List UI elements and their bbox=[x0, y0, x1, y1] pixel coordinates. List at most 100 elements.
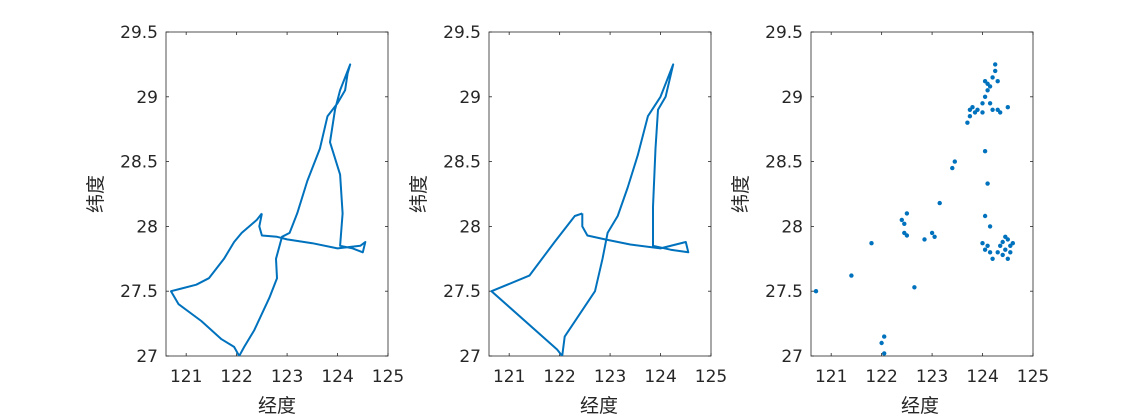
subplot-3-ytick-label: 28 bbox=[781, 217, 803, 237]
subplot-3-scatter-point bbox=[987, 101, 993, 106]
subplot-3-scatter-point bbox=[904, 233, 910, 238]
subplot-2-axes-box bbox=[488, 31, 712, 357]
subplot-3-axes-box bbox=[810, 31, 1034, 357]
subplot-1-ytick-label: 29.5 bbox=[120, 23, 158, 43]
subplot-3-xlabel: 经度 bbox=[901, 395, 939, 417]
subplot-3-scatter-point bbox=[965, 120, 970, 125]
subplot-3-scatter-point bbox=[998, 243, 1003, 248]
subplot-3-xtick-label: 123 bbox=[916, 367, 948, 387]
subplot-3-ytick-label: 27 bbox=[781, 347, 803, 367]
subplot-3-scatter-point bbox=[1003, 234, 1008, 239]
subplot-2-plot-area bbox=[490, 63, 690, 356]
subplot-1-xtick-label: 123 bbox=[271, 367, 303, 387]
subplot-3-ylabel: 纬度 bbox=[730, 175, 752, 213]
subplot-3-ytick-label: 27.5 bbox=[765, 282, 803, 302]
subplot-2-ylabel: 纬度 bbox=[408, 175, 430, 213]
subplot-3-scatter-point bbox=[1005, 105, 1010, 110]
subplot-3-ytick-label: 29.5 bbox=[765, 23, 803, 43]
subplot-3-ytick-label: 29 bbox=[781, 88, 803, 108]
subplot-3-scatter-point bbox=[882, 334, 887, 339]
subplot-1-plot-area bbox=[170, 63, 367, 356]
subplot-1-xtick-label: 125 bbox=[372, 367, 404, 387]
subplot-3-scatter-point bbox=[952, 159, 957, 164]
subplot-3-scatter-point bbox=[970, 105, 975, 110]
subplot-3-ytick-label: 28.5 bbox=[765, 153, 803, 173]
subplot-3-scatter-point bbox=[993, 68, 998, 74]
subplot-3-scatter-point bbox=[987, 250, 993, 255]
subplot-2-xtick-label: 125 bbox=[695, 367, 727, 387]
subplot-3-scatter-point bbox=[950, 165, 955, 171]
subplot-1-xtick-label: 124 bbox=[321, 367, 353, 387]
subplot-2-xtick-label: 121 bbox=[493, 367, 525, 387]
subplot-3-scatter-point bbox=[1003, 247, 1008, 252]
subplot-1-xtick-label: 122 bbox=[220, 367, 252, 387]
subplot-2-series-line bbox=[490, 63, 690, 356]
subplot-3-scatter-point bbox=[985, 88, 990, 93]
subplot-2-xlabel: 经度 bbox=[580, 395, 618, 417]
subplot-3-scatter-point bbox=[995, 250, 1000, 255]
subplot-3-scatter-point bbox=[982, 79, 988, 84]
subplot-3-scatter-point bbox=[932, 234, 937, 239]
subplot-1-xlabel: 经度 bbox=[258, 395, 296, 417]
subplot-2-ytick-label: 29 bbox=[459, 88, 481, 108]
subplot-3-scatter-point bbox=[987, 84, 993, 89]
subplot-3-scatter-point bbox=[980, 241, 985, 246]
subplot-1-axes-box bbox=[165, 31, 389, 357]
subplot-3-scatter-point bbox=[982, 213, 988, 219]
subplot-3-scatter-point bbox=[995, 79, 1000, 84]
subplot-3-scatter-point bbox=[998, 110, 1003, 115]
subplot-1-ytick-label: 28 bbox=[136, 217, 158, 237]
subplot-2-xtick-label: 122 bbox=[543, 367, 575, 387]
subplot-1-ytick-label: 28.5 bbox=[120, 153, 158, 173]
subplot-3-scatter-point bbox=[985, 243, 990, 248]
subplot-3: 经度 纬度 121 122 123 124 125 27 27.5 28 28.5 29 29.5 bbox=[730, 23, 1049, 417]
subplot-1-ylabel: 纬度 bbox=[85, 175, 107, 213]
subplot-3-scatter-point bbox=[869, 241, 874, 246]
subplot-3-scatter-point bbox=[912, 285, 917, 290]
subplot-3-scatter-point bbox=[1000, 252, 1005, 258]
subplot-3-scatter-point bbox=[975, 107, 980, 113]
subplot-3-scatter-point bbox=[1008, 250, 1013, 255]
subplot-1: 经度 纬度 121 122 123 124 125 27 27.5 28 28.5 29 29.5 bbox=[85, 23, 404, 417]
subplot-3-xtick-label: 121 bbox=[815, 367, 847, 387]
subplot-3-scatter-point bbox=[987, 224, 993, 229]
subplot-1-ytick-label: 29 bbox=[136, 88, 158, 108]
subplot-3-scatter-point bbox=[982, 247, 988, 252]
subplot-1-xtick-label: 121 bbox=[170, 367, 202, 387]
subplot-3-scatter-point bbox=[1005, 256, 1010, 261]
subplot-3-scatter-point bbox=[1010, 241, 1015, 246]
subplot-3-scatter-point bbox=[982, 149, 988, 154]
subplot-3-scatter-point bbox=[990, 75, 995, 80]
subplot-3-scatter-point bbox=[813, 289, 819, 294]
subplot-3-xtick-label: 124 bbox=[966, 367, 998, 387]
subplot-3-scatter-point bbox=[937, 200, 942, 206]
subplot-2-xtick-label: 123 bbox=[594, 367, 626, 387]
subplot-1-series-line bbox=[170, 63, 367, 356]
subplot-3-scatter-point bbox=[982, 94, 988, 100]
subplot-3-xtick-label: 125 bbox=[1017, 367, 1049, 387]
subplot-2-ytick-label: 28 bbox=[459, 217, 481, 237]
subplot-3-plot-area bbox=[813, 62, 1015, 356]
subplot-3-scatter-point bbox=[980, 101, 985, 106]
subplot-3-xtick-label: 122 bbox=[865, 367, 897, 387]
subplot-2-ytick-label: 27 bbox=[459, 347, 481, 367]
subplot-3-scatter-point bbox=[882, 351, 887, 356]
subplot-3-scatter-point bbox=[929, 230, 935, 236]
subplot-3-scatter-point bbox=[967, 114, 973, 119]
subplot-2-ytick-label: 29.5 bbox=[443, 23, 481, 43]
subplot-3-scatter-point bbox=[985, 181, 990, 186]
subplot-1-ytick-label: 27.5 bbox=[120, 282, 158, 302]
subplot-2-xtick-label: 124 bbox=[644, 367, 676, 387]
subplot-3-scatter-point bbox=[990, 256, 995, 261]
subplot-2: 经度 纬度 121 122 123 124 125 27 27.5 28 28.5 29 29.5 bbox=[408, 23, 727, 417]
subplot-3-scatter-point bbox=[849, 273, 854, 278]
subplot-3-scatter-point bbox=[922, 237, 927, 242]
subplot-3-scatter-point bbox=[879, 340, 884, 346]
subplot-2-ytick-label: 28.5 bbox=[443, 153, 481, 173]
subplot-2-ytick-label: 27.5 bbox=[443, 282, 481, 302]
subplot-3-scatter-point bbox=[904, 211, 910, 216]
subplot-3-scatter-point bbox=[993, 62, 998, 67]
subplot-3-scatter-point bbox=[990, 107, 995, 113]
